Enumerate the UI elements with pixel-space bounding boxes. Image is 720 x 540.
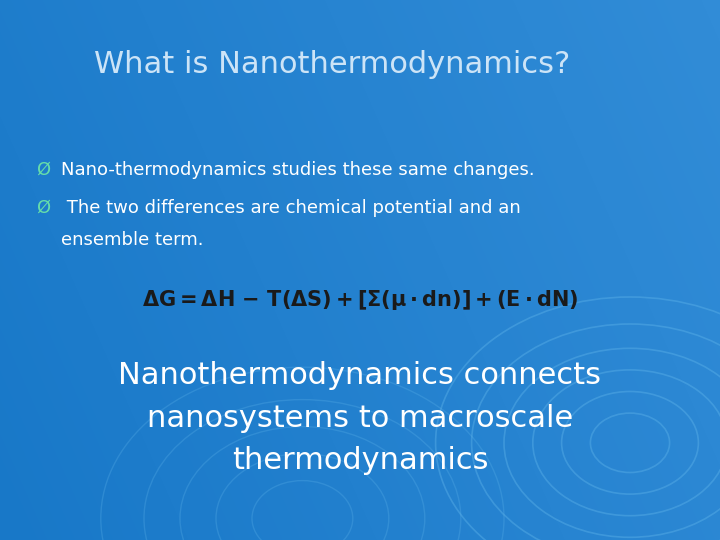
- Text: ensemble term.: ensemble term.: [61, 231, 204, 249]
- Text: $\mathbf{\Delta G = \Delta H\/ -\/ T(\Delta S) + [\Sigma(\mu \cdot dn)] + (E \cd: $\mathbf{\Delta G = \Delta H\/ -\/ T(\De…: [142, 288, 578, 312]
- Text: What is Nanothermodynamics?: What is Nanothermodynamics?: [94, 50, 570, 79]
- Text: The two differences are chemical potential and an: The two differences are chemical potenti…: [61, 199, 521, 217]
- Text: nanosystems to macroscale: nanosystems to macroscale: [147, 404, 573, 433]
- Text: Ø: Ø: [36, 199, 50, 217]
- Text: thermodynamics: thermodynamics: [232, 446, 488, 475]
- Text: Nanothermodynamics connects: Nanothermodynamics connects: [119, 361, 601, 390]
- Text: Ø: Ø: [36, 161, 50, 179]
- Text: Nano-thermodynamics studies these same changes.: Nano-thermodynamics studies these same c…: [61, 161, 535, 179]
